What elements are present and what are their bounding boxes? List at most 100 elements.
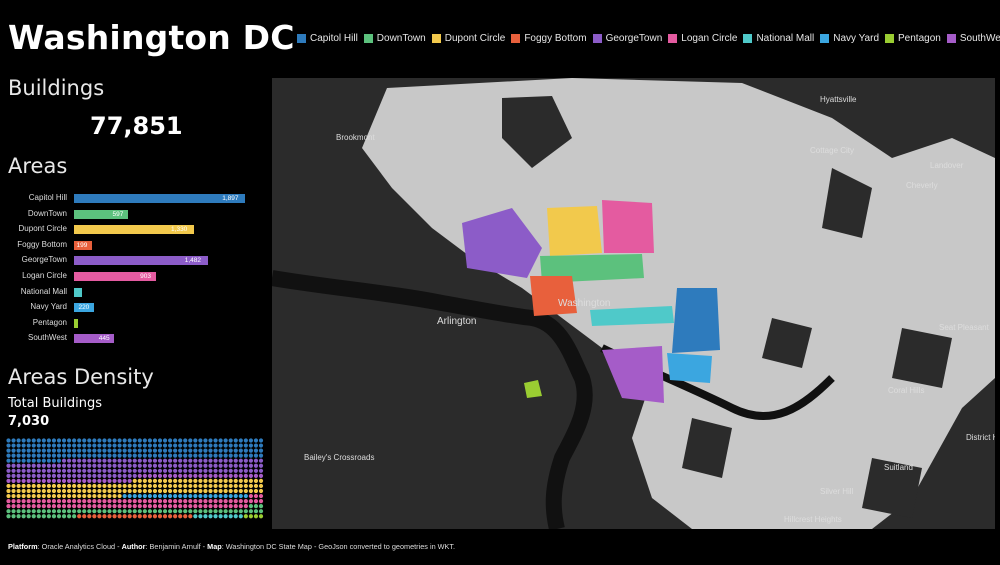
density-dot [11, 468, 16, 473]
density-dot [97, 488, 102, 494]
density-dot [92, 488, 97, 494]
density-dot [51, 488, 57, 494]
legend-item[interactable]: Capitol Hill [297, 33, 358, 44]
density-dot [46, 438, 52, 443]
density-dot [233, 453, 238, 458]
bar-value-label: 903 [140, 272, 151, 280]
density-dot [122, 478, 127, 483]
density-dot [11, 438, 16, 443]
density-dot [117, 499, 122, 504]
bar[interactable] [74, 240, 92, 250]
bar[interactable] [74, 209, 128, 219]
density-dot [21, 443, 26, 448]
density-dot [168, 509, 173, 514]
legend-item[interactable]: Logan Circle [668, 33, 737, 44]
density-dot [213, 438, 218, 443]
bar[interactable] [74, 225, 195, 235]
density-dot [203, 438, 208, 443]
bar-row: DownTown 597 [0, 207, 262, 223]
density-dot [6, 514, 11, 519]
bar[interactable] [74, 256, 208, 266]
density-dot [208, 438, 213, 443]
legend-item[interactable]: Pentagon [885, 33, 941, 44]
density-dot [238, 458, 243, 463]
density-dot [26, 458, 31, 463]
density-dot [168, 458, 173, 463]
density-dot [152, 483, 158, 489]
density-dot [31, 468, 36, 473]
density-dot [238, 438, 243, 443]
dc-map[interactable]: Hyattsville Brookmont Cottage City Lando… [272, 78, 995, 529]
density-dot [117, 458, 122, 463]
density-dot [41, 453, 46, 458]
density-dot [142, 443, 147, 448]
bar[interactable] [74, 303, 94, 313]
density-dot [11, 473, 16, 478]
density-dot [188, 509, 193, 514]
density-dot [72, 443, 77, 448]
density-dot [97, 463, 102, 468]
density-dot [92, 468, 97, 473]
density-dot [218, 448, 223, 453]
density-dot [142, 514, 147, 519]
density-dot [208, 514, 213, 519]
density-dot [107, 514, 112, 519]
density-dot [203, 453, 208, 458]
density-dot [11, 453, 16, 458]
bar[interactable] [74, 318, 78, 328]
density-dot [107, 443, 112, 448]
bar-category-label: GeorgeTown [21, 255, 67, 265]
legend-item[interactable]: GeorgeTown [592, 33, 662, 44]
density-dot [157, 458, 163, 463]
density-dot [97, 473, 102, 478]
bar[interactable] [74, 271, 156, 281]
density-dot [213, 514, 218, 519]
density-dot [6, 483, 11, 489]
density-dot [82, 478, 87, 483]
density-dot [253, 504, 259, 509]
density-dot [208, 499, 213, 504]
density-dot [36, 443, 41, 448]
density-dot [183, 443, 188, 448]
density-dot [223, 443, 228, 448]
density-dot [142, 438, 147, 443]
density-dot [77, 443, 82, 448]
legend-item[interactable]: Dupont Circle [431, 33, 505, 44]
density-dot [152, 514, 158, 519]
footer-map-label: Map [207, 542, 222, 551]
density-dot [127, 488, 132, 494]
footer-author: : Benjamin Arnulf - [145, 542, 208, 551]
map-label: Hyattsville [820, 95, 857, 104]
density-dot [248, 509, 253, 514]
density-dot [132, 483, 137, 489]
density-dot [168, 478, 173, 483]
density-dot [61, 504, 67, 509]
density-dot [193, 453, 198, 458]
density-dot [61, 473, 67, 478]
legend-item[interactable]: National Mall [743, 33, 814, 44]
bar[interactable] [74, 287, 83, 297]
legend-item[interactable]: DownTown [363, 33, 426, 44]
density-dot [16, 478, 21, 483]
density-dot [173, 448, 178, 453]
legend-item[interactable]: Navy Yard [820, 33, 879, 44]
legend-item[interactable]: SouthWest [946, 33, 1000, 44]
density-dot [36, 493, 41, 499]
density-dot [11, 463, 16, 468]
density-dot [82, 509, 87, 514]
density-dot [46, 468, 52, 473]
density-dot [16, 488, 21, 494]
bar[interactable] [74, 194, 246, 203]
density-dot [122, 448, 127, 453]
density-dot [87, 499, 92, 504]
density-dot [152, 463, 158, 468]
density-dot [137, 458, 142, 463]
density-dot [102, 493, 107, 499]
density-dot [11, 458, 16, 463]
density-dot [82, 483, 87, 489]
density-dot [127, 438, 132, 443]
legend-item[interactable]: Foggy Bottom [511, 33, 587, 44]
density-dot [253, 453, 259, 458]
bar[interactable] [74, 334, 115, 344]
density-dot [258, 473, 264, 478]
